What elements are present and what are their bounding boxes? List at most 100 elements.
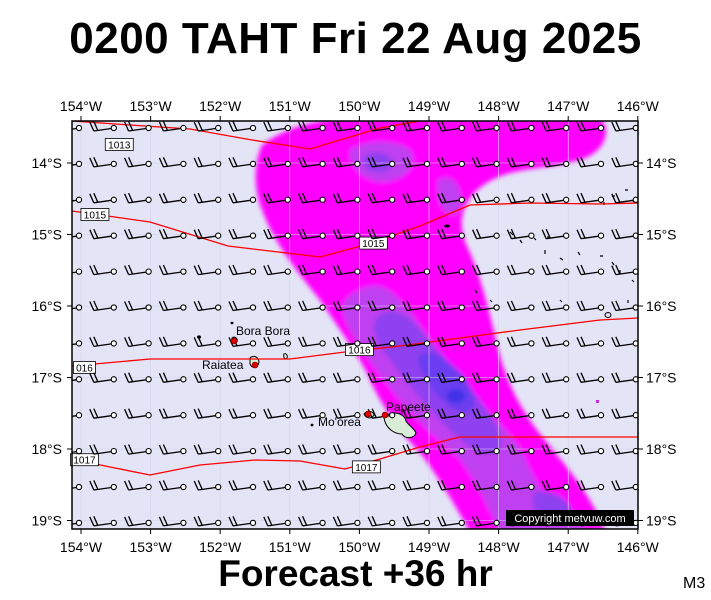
isobar-label: 1015 (358, 236, 388, 250)
wind-barb (611, 336, 638, 348)
wind-barb (576, 192, 605, 204)
lon-tick-label-top: 148°W (478, 98, 521, 114)
wind-barb (437, 228, 465, 240)
svg-text:1015: 1015 (84, 210, 107, 221)
wind-barb (402, 300, 431, 312)
wind-barb (472, 480, 500, 491)
wind-barb (298, 444, 326, 455)
wind-barb (263, 480, 291, 491)
wind-barb (576, 264, 605, 276)
wind-barb (611, 121, 638, 132)
wind-barb (298, 157, 326, 168)
wind-barb (193, 157, 222, 168)
lat-tick-label-left: 19°S (31, 513, 62, 529)
wind-barb (193, 228, 222, 240)
isobar-labels: 1013 1015 1015 016 1016 1017 1017 (70, 138, 388, 474)
tahiti-island (383, 412, 417, 439)
wind-barb (472, 372, 500, 383)
wind-barb (158, 480, 187, 491)
wind-barb (263, 192, 291, 204)
wind-barb (89, 408, 117, 419)
wind-barb (72, 232, 83, 239)
rain-band-magenta (255, 121, 606, 529)
svg-text:1015: 1015 (362, 239, 385, 250)
wind-barb (541, 336, 570, 348)
wind-barb (402, 157, 431, 168)
isobar-label: 1013 (104, 138, 134, 151)
wind-barb (332, 300, 361, 312)
place-papeete: Papeete (381, 400, 431, 419)
huahine-island (283, 353, 288, 360)
wind-barb (89, 372, 117, 383)
wind-barb (124, 372, 152, 383)
wind-barb (193, 264, 222, 276)
lon-tick-label-bottom: 153°W (130, 539, 173, 555)
lon-tick-label-bottom: 152°W (199, 539, 242, 555)
tetiaroa-atoll (310, 423, 314, 427)
svg-text:1017: 1017 (73, 456, 96, 467)
wind-barb (541, 408, 570, 419)
wind-barb (402, 336, 431, 348)
wind-barb (367, 300, 396, 312)
wind-barb (576, 444, 605, 455)
wind-barb (472, 408, 500, 419)
wind-barb (367, 157, 396, 168)
wind-barb (72, 412, 83, 419)
wind-barb (611, 408, 638, 419)
lon-tick-label-top: 146°W (617, 98, 660, 114)
wind-barb (193, 192, 222, 204)
wind-barb (437, 300, 465, 312)
wind-barb (193, 480, 222, 491)
wind-barb (367, 192, 396, 204)
lat-tick-label-left: 15°S (31, 227, 62, 243)
forecast-lead-time: Forecast +36 hr (218, 553, 493, 594)
wind-barb (437, 372, 465, 383)
wind-barb (193, 516, 222, 527)
wind-barb (506, 157, 535, 168)
wind-barb (472, 228, 500, 240)
lat-tick-label-right: 17°S (646, 370, 677, 386)
place-mo-orea: Mo'orea (318, 410, 372, 429)
wind-barb (367, 228, 396, 240)
lon-tick-label-top: 150°W (338, 98, 381, 114)
wind-barb (332, 372, 361, 383)
wind-barb (332, 264, 361, 276)
wind-barb (437, 157, 465, 168)
wind-barb (611, 228, 638, 240)
lat-tick-label-right: 16°S (646, 298, 677, 314)
wind-barb (228, 264, 257, 276)
wind-barb (124, 480, 152, 491)
wind-barb (472, 444, 500, 455)
wind-barb (402, 228, 431, 240)
wind-barb (158, 300, 187, 312)
lon-tick-label-bottom: 148°W (478, 539, 521, 555)
wind-barb (124, 121, 152, 132)
lat-tick-label-right: 14°S (646, 155, 677, 171)
wind-barb (228, 372, 257, 383)
wind-barb (89, 300, 117, 312)
wind-barb (89, 192, 117, 204)
wind-barb (402, 516, 431, 527)
place-labels: Bora Bora Raiatea Mo'orea Papeete (202, 324, 431, 429)
isobar-label: 1017 (351, 460, 381, 474)
lon-tick-label-bottom: 151°W (269, 539, 312, 555)
wind-barb (332, 157, 361, 168)
svg-text:Raiatea: Raiatea (202, 358, 244, 372)
wind-barb (367, 516, 396, 527)
wind-barb (332, 228, 361, 240)
wind-barb (72, 268, 83, 275)
model-code: M3 (683, 575, 706, 592)
lon-tick-label-top: 154°W (60, 98, 103, 114)
wind-barb (72, 340, 83, 347)
wind-barb (611, 372, 638, 383)
wind-barb (437, 264, 465, 276)
wind-barb (72, 196, 83, 203)
wind-barb (158, 372, 187, 383)
lat-tick-label-right: 19°S (646, 513, 677, 529)
wind-barb (402, 444, 431, 455)
wind-barb (124, 192, 152, 204)
wind-barb (506, 444, 535, 455)
wind-barb (472, 264, 500, 276)
svg-text:1016: 1016 (348, 346, 371, 357)
